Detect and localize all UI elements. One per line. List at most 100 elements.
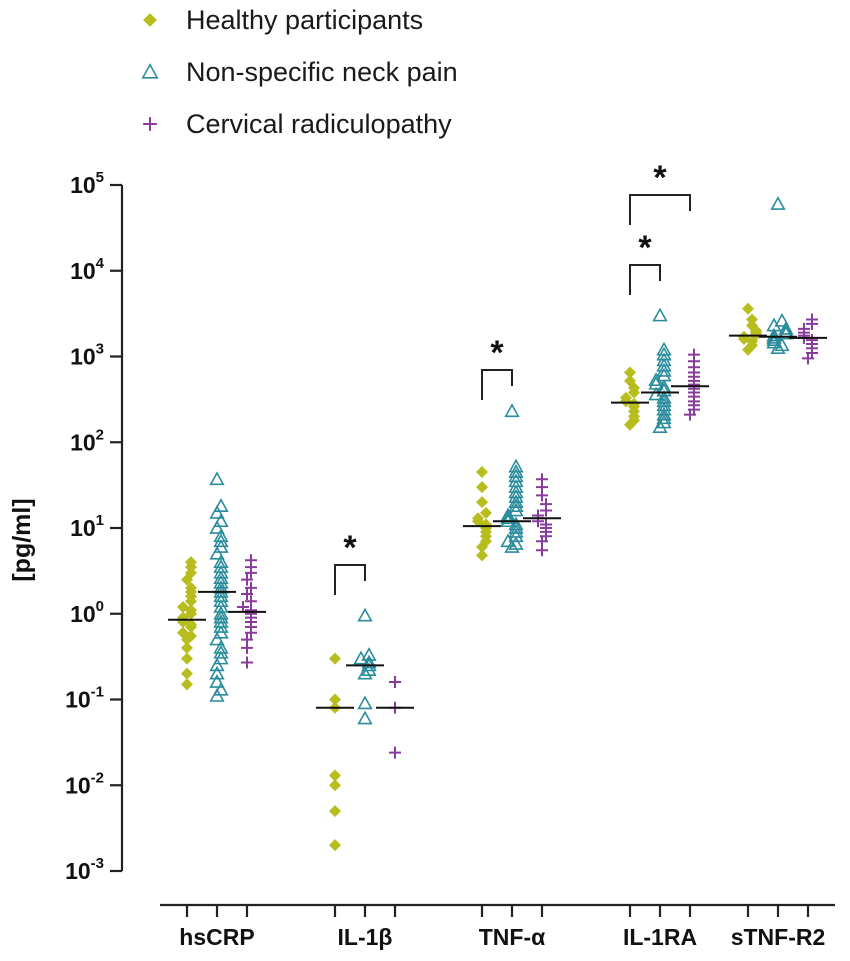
data-point-non-specific-neck-pain: [656, 401, 672, 416]
data-point-cervical-radiculopathy: [241, 587, 253, 600]
data-point-healthy-participants: [472, 512, 484, 525]
x-tick-label-stnf-r2: sTNF-R2: [731, 924, 826, 950]
data-point-non-specific-neck-pain: [508, 468, 524, 483]
significance-star: *: [638, 229, 652, 267]
data-point-cervical-radiculopathy: [245, 554, 257, 567]
data-point-non-specific-neck-pain: [508, 523, 524, 538]
data-point-non-specific-neck-pain: [648, 375, 664, 390]
data-point-cervical-radiculopathy: [245, 595, 257, 608]
data-point-healthy-participants: [329, 805, 341, 818]
data-point-cervical-radiculopathy: [798, 322, 810, 335]
data-point-non-specific-neck-pain: [500, 510, 516, 525]
significance-bracket: [481, 369, 513, 400]
significance-annotations: ****: [334, 159, 691, 595]
data-point-non-specific-neck-pain: [213, 639, 229, 654]
data-point-cervical-radiculopathy: [389, 746, 401, 759]
data-point-cervical-radiculopathy: [245, 581, 257, 594]
data-point-non-specific-neck-pain: [213, 498, 229, 512]
data-point-non-specific-neck-pain: [774, 312, 790, 327]
data-point-healthy-participants: [329, 652, 341, 665]
data-point-cervical-radiculopathy: [806, 313, 818, 326]
data-point-healthy-participants: [746, 313, 758, 326]
data-point-cervical-radiculopathy: [241, 656, 253, 669]
data-point-healthy-participants: [742, 302, 754, 315]
legend-label-healthy-participants: Healthy participants: [186, 5, 423, 35]
legend-label-non-specific-neck-pain: Non-specific neck pain: [186, 57, 458, 87]
y-tick-label: 10-2: [65, 769, 104, 798]
data-point-cervical-radiculopathy: [536, 473, 548, 486]
data-point-non-specific-neck-pain: [656, 397, 672, 412]
data-point-non-specific-neck-pain: [766, 327, 782, 342]
data-point-non-specific-neck-pain: [357, 710, 373, 725]
data-point-non-specific-neck-pain: [508, 520, 524, 534]
data-point-non-specific-neck-pain: [766, 334, 782, 349]
x-axis: hsCRP IL-1β TNF-α IL-1RA sTNF-R2: [160, 903, 835, 950]
data-point-healthy-participants: [476, 481, 488, 494]
x-tick-label-il-1ra: IL-1RA: [623, 924, 697, 950]
data-point-cervical-radiculopathy: [532, 509, 544, 522]
y-tick-label: 101: [70, 512, 104, 541]
data-point-healthy-participants: [181, 652, 193, 665]
data-point-non-specific-neck-pain: [508, 502, 524, 517]
data-point-healthy-participants: [624, 374, 636, 387]
data-point-cervical-radiculopathy: [806, 334, 818, 347]
data-point-non-specific-neck-pain: [213, 588, 229, 603]
y-tick-label: 10-3: [65, 855, 104, 884]
data-point-healthy-participants: [185, 556, 197, 569]
data-point-non-specific-neck-pain: [209, 471, 225, 486]
data-point-healthy-participants: [329, 839, 341, 852]
data-point-non-specific-neck-pain: [209, 657, 225, 672]
data-point-non-specific-neck-pain: [656, 410, 672, 425]
data-point-healthy-participants: [185, 581, 197, 594]
data-point-cervical-radiculopathy: [389, 675, 401, 688]
y-axis-label: [pg/ml]: [8, 498, 36, 581]
data-point-cervical-radiculopathy: [241, 573, 253, 586]
data-point-cervical-radiculopathy: [241, 633, 253, 646]
data-point-non-specific-neck-pain: [504, 403, 520, 418]
legend-marker-non-specific-neck-pain: [141, 63, 159, 79]
data-point-healthy-participants: [329, 693, 341, 706]
data-point-non-specific-neck-pain: [209, 520, 225, 534]
significance-bracket: [629, 194, 691, 225]
data-point-non-specific-neck-pain: [508, 458, 524, 473]
data-point-non-specific-neck-pain: [209, 631, 225, 646]
data-point-healthy-participants: [476, 465, 488, 478]
data-point-healthy-participants: [480, 506, 492, 519]
data-point-healthy-participants: [181, 667, 193, 680]
data-point-non-specific-neck-pain: [778, 320, 794, 335]
data-point-healthy-participants: [329, 779, 341, 792]
data-point-healthy-participants: [476, 549, 488, 562]
significance-star: *: [343, 529, 357, 567]
y-tick-label: 10-1: [65, 684, 104, 713]
data-point-healthy-participants: [181, 678, 193, 691]
data-point-cervical-radiculopathy: [540, 498, 552, 511]
data-point-healthy-participants: [181, 641, 193, 654]
legend-label-cervical-radiculopathy: Cervical radiculopathy: [186, 109, 452, 139]
data-point-non-specific-neck-pain: [508, 528, 524, 543]
data-point-non-specific-neck-pain: [656, 341, 672, 356]
data-point-non-specific-neck-pain: [508, 489, 524, 503]
data-point-non-specific-neck-pain: [213, 574, 229, 589]
data-point-non-specific-neck-pain: [778, 325, 794, 340]
data-point-non-specific-neck-pain: [770, 196, 786, 210]
data-point-non-specific-neck-pain: [656, 414, 672, 429]
data-point-healthy-participants: [177, 626, 189, 639]
data-point-non-specific-neck-pain: [213, 609, 229, 624]
data-point-healthy-participants: [476, 496, 488, 509]
data-point-healthy-participants: [624, 366, 636, 379]
y-tick-label: 102: [70, 426, 104, 455]
data-point-non-specific-neck-pain: [652, 307, 668, 322]
data-point-healthy-participants: [177, 600, 189, 613]
significance-star: *: [653, 159, 667, 197]
data-point-non-specific-neck-pain: [357, 695, 373, 710]
data-point-non-specific-neck-pain: [357, 607, 373, 622]
data-point-non-specific-neck-pain: [656, 393, 672, 408]
data-point-non-specific-neck-pain: [213, 554, 229, 568]
data-point-non-specific-neck-pain: [361, 662, 377, 676]
y-tick-label: 103: [70, 341, 104, 370]
data-point-non-specific-neck-pain: [656, 367, 672, 382]
x-tick-label-il-1: IL-1β: [338, 924, 393, 950]
data-point-non-specific-neck-pain: [652, 419, 668, 433]
data-point-non-specific-neck-pain: [213, 513, 229, 528]
